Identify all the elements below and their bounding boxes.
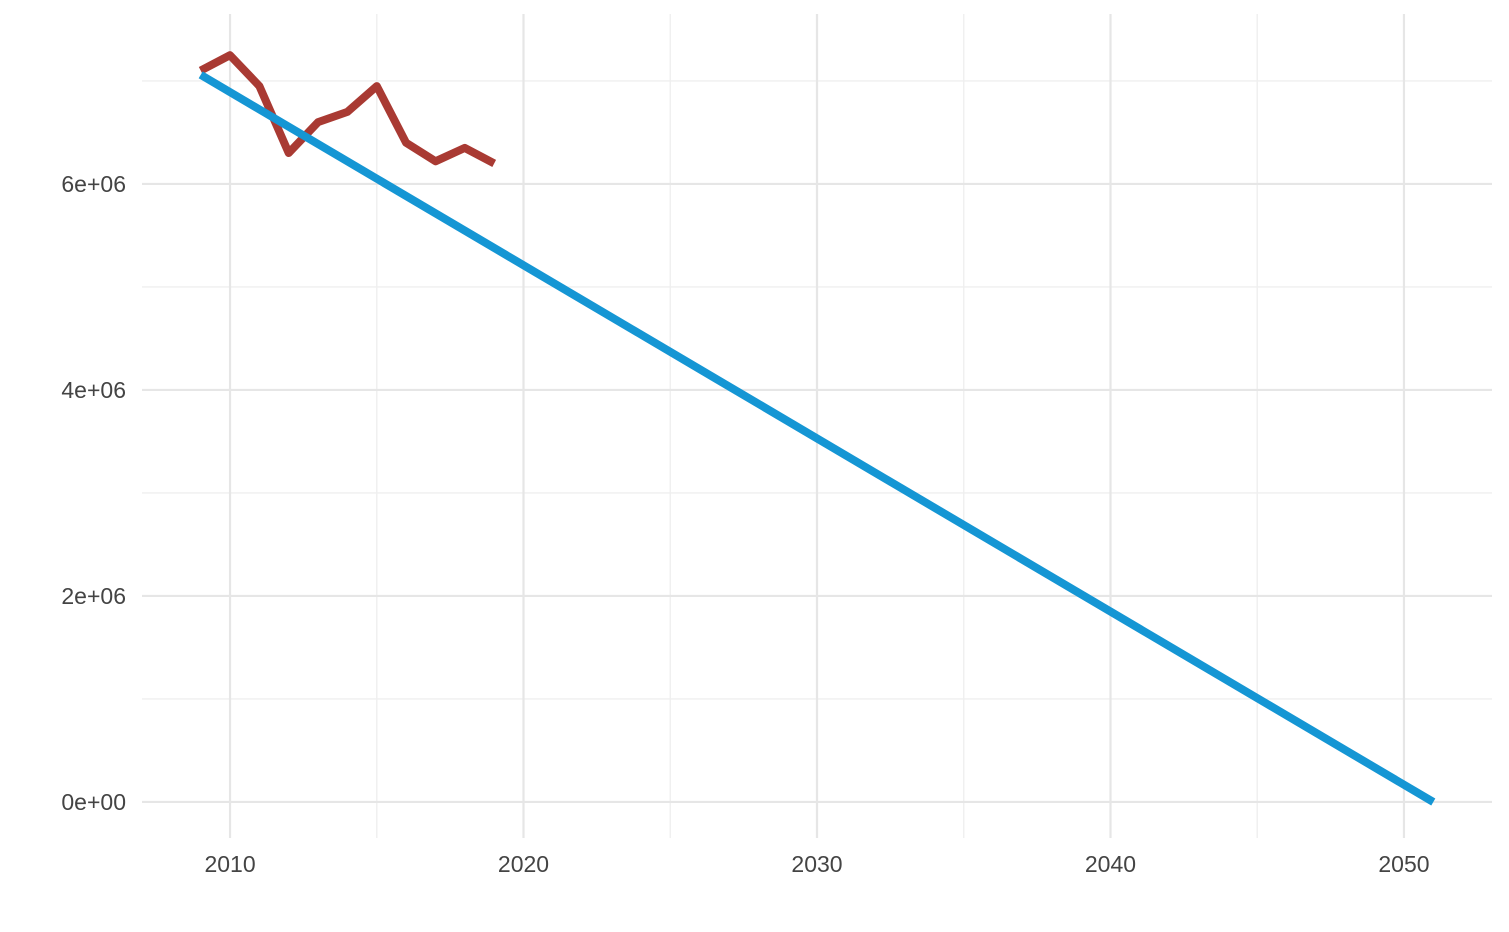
series-lines [198,51,1436,806]
x-tick-label: 2050 [1378,851,1429,877]
series-line-2 [198,71,1436,806]
series-line-1 [198,51,497,167]
y-tick-label: 2e+06 [61,583,126,609]
y-tick-label: 4e+06 [61,377,126,403]
x-axis-tick-labels: 2010 2020 2030 2040 2050 [204,851,1429,877]
y-tick-label: 6e+06 [61,171,126,197]
x-tick-label: 2040 [1085,851,1136,877]
grid [142,14,1492,838]
y-tick-label: 0e+00 [61,789,126,815]
x-tick-label: 2020 [498,851,549,877]
y-axis-tick-labels: 0e+00 2e+06 4e+06 6e+06 [61,171,126,815]
x-tick-label: 2030 [791,851,842,877]
x-tick-label: 2010 [204,851,255,877]
